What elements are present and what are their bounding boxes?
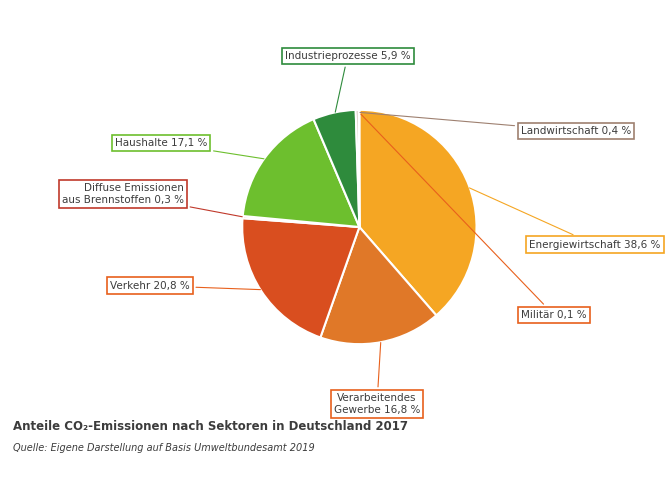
Text: Quelle: Eigene Darstellung auf Basis Umweltbundesamt 2019: Quelle: Eigene Darstellung auf Basis Umw… xyxy=(13,443,315,453)
Text: Militär 0,1 %: Militär 0,1 % xyxy=(361,114,587,320)
Text: Industrieprozesse 5,9 %: Industrieprozesse 5,9 % xyxy=(285,51,411,112)
Text: Anteile CO₂-Emissionen nach Sektoren in Deutschland 2017: Anteile CO₂-Emissionen nach Sektoren in … xyxy=(13,420,409,432)
Wedge shape xyxy=(356,110,359,227)
Wedge shape xyxy=(358,110,359,227)
Text: Energiewirtschaft 38,6 %: Energiewirtschaft 38,6 % xyxy=(470,188,661,250)
Wedge shape xyxy=(359,110,476,315)
Wedge shape xyxy=(320,227,436,344)
Text: Verarbeitendes
Gewerbe 16,8 %: Verarbeitendes Gewerbe 16,8 % xyxy=(334,343,420,415)
Wedge shape xyxy=(243,218,359,337)
Text: Landwirtschaft 0,4 %: Landwirtschaft 0,4 % xyxy=(360,112,631,136)
Text: Verkehr 20,8 %: Verkehr 20,8 % xyxy=(110,281,261,290)
Wedge shape xyxy=(314,110,359,227)
Wedge shape xyxy=(243,119,359,227)
Wedge shape xyxy=(243,216,359,227)
Text: Haushalte 17,1 %: Haushalte 17,1 % xyxy=(115,138,264,159)
Text: Diffuse Emissionen
aus Brennstoffen 0,3 %: Diffuse Emissionen aus Brennstoffen 0,3 … xyxy=(62,183,243,217)
